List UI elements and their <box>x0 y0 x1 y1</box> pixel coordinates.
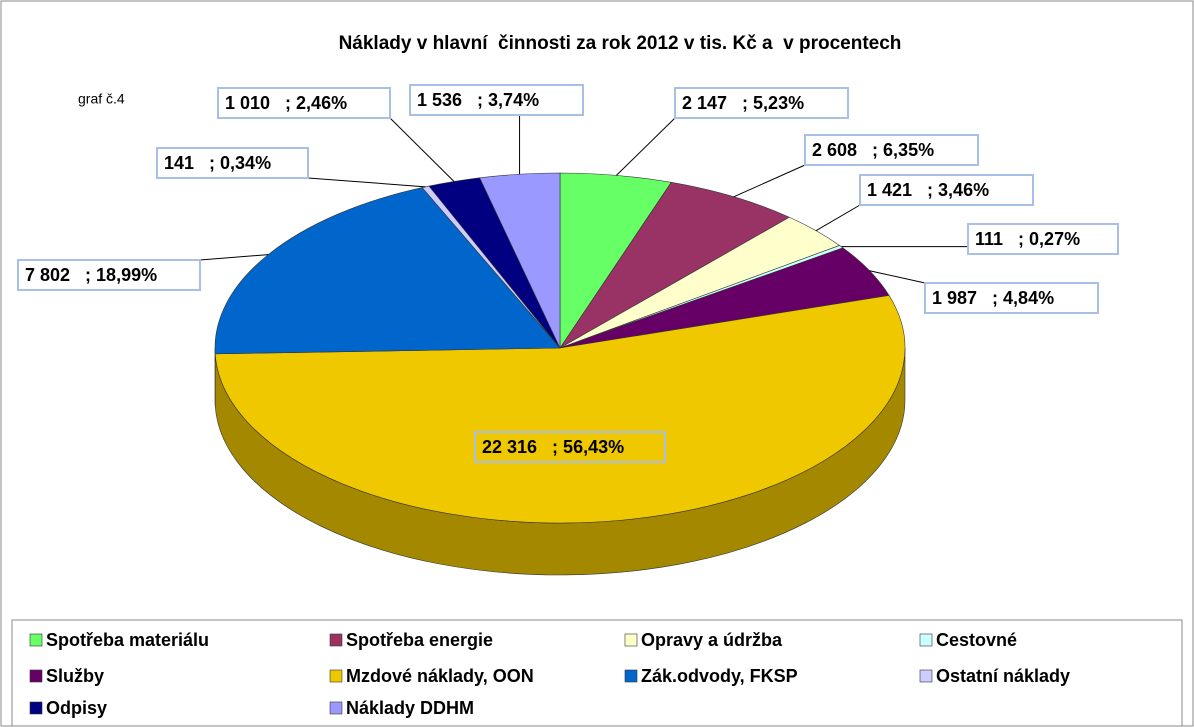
legend-label: Spotřeba materiálu <box>46 630 209 650</box>
legend-label: Zák.odvody, FKSP <box>641 666 798 686</box>
slice <box>214 295 906 524</box>
chart-title: Náklady v hlavní činnosti za rok 2012 v … <box>339 33 902 54</box>
legend-swatch <box>624 633 638 647</box>
data-label: 1 536 ; 3,74% <box>417 90 539 110</box>
slice <box>559 182 791 349</box>
leader-line <box>199 254 269 261</box>
label-box <box>924 282 1099 314</box>
legend-swatch <box>29 669 43 683</box>
legend-frame <box>11 619 1183 727</box>
data-label: 111 ; 0,27% <box>975 229 1080 249</box>
data-label: 1 010 ; 2,46% <box>225 93 347 113</box>
legend-swatch <box>919 669 933 683</box>
leader-line <box>815 204 861 232</box>
legend-label: Náklady DDHM <box>346 698 474 718</box>
label-box <box>674 87 849 119</box>
leader-line <box>733 164 806 198</box>
legend-label: Spotřeba energie <box>346 630 493 650</box>
leader-line <box>616 117 676 176</box>
legend-label: Odpisy <box>46 698 107 718</box>
data-label: 2 608 ; 6,35% <box>812 140 934 160</box>
legend-swatch <box>329 669 343 683</box>
data-label: 7 802 ; 18,99% <box>25 265 157 285</box>
legend-swatch <box>919 633 933 647</box>
legend-swatch <box>29 701 43 715</box>
data-label: 1 987 ; 4,84% <box>932 288 1054 308</box>
data-label: 22 316 ; 56,43% <box>482 437 624 457</box>
legend-swatch <box>29 633 43 647</box>
legend-swatch <box>624 669 638 683</box>
label-box <box>474 431 666 463</box>
legend-label: Opravy a údržba <box>641 630 783 650</box>
leader-line <box>389 117 455 182</box>
label-box <box>409 84 584 116</box>
slice <box>214 187 561 355</box>
data-label: 2 147 ; 5,23% <box>682 93 804 113</box>
label-box <box>804 134 979 166</box>
legend-swatch <box>329 633 343 647</box>
chart-subtitle: graf č.4 <box>78 91 125 107</box>
label-box <box>17 259 201 291</box>
label-box <box>967 223 1119 255</box>
data-label: 141 ; 0,34% <box>164 153 271 173</box>
legend-label: Cestovné <box>936 630 1017 650</box>
label-box <box>156 147 309 179</box>
data-label: 1 421 ; 3,46% <box>867 180 989 200</box>
leader-line <box>869 270 926 284</box>
legend-label: Ostatní náklady <box>936 666 1070 686</box>
label-box <box>217 87 391 119</box>
legend-label: Služby <box>46 666 104 686</box>
label-box <box>859 174 1034 206</box>
legend-swatch <box>329 701 343 715</box>
legend-label: Mzdové náklady, OON <box>346 666 534 686</box>
leader-line <box>307 177 426 188</box>
